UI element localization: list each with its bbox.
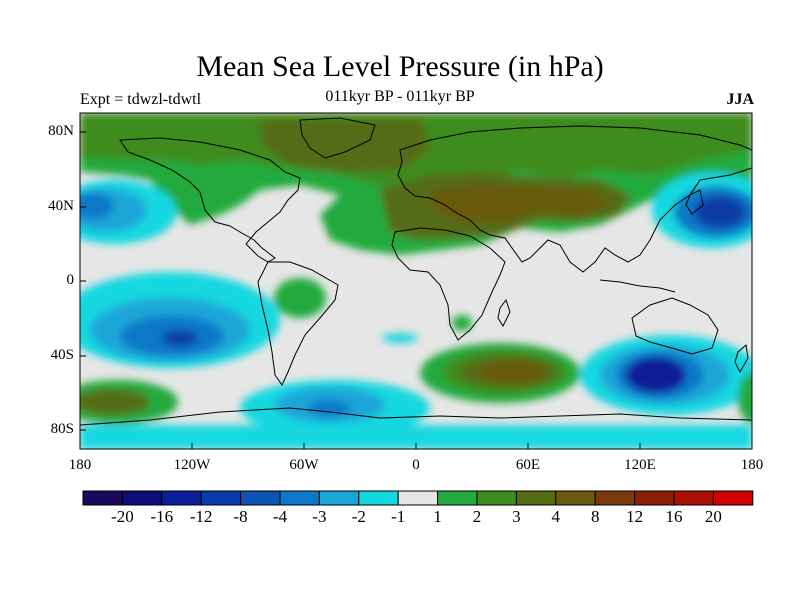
east-edge-high <box>738 373 752 423</box>
anomaly-fill-group <box>80 113 752 449</box>
colorbar-tick-label: 12 <box>626 507 644 526</box>
colorbar-tick-label: -12 <box>189 507 213 526</box>
africa-outline <box>391 227 506 341</box>
lat-tick-label: 40S <box>50 347 74 363</box>
colorbar-swatch <box>437 490 478 506</box>
indonesia-outline <box>599 279 676 293</box>
colorbar-tick-label: -1 <box>391 507 406 526</box>
lon-tick-label: 60E <box>515 457 541 473</box>
colorbar-tick-label: 8 <box>590 507 600 526</box>
lon-tick-label: 180 <box>68 457 92 473</box>
lat-tick-label: 0 <box>66 272 75 288</box>
colorbar-tick-label: 20 <box>704 507 722 526</box>
south-pacific-high-core <box>80 389 150 415</box>
colorbar-swatch <box>161 490 202 506</box>
axis-ticks <box>79 131 753 449</box>
antarctica-outline <box>80 407 752 426</box>
south-pacific-low-core <box>162 330 198 346</box>
lat-tick-label: 40N <box>48 198 74 214</box>
colorbar-swatch <box>82 490 123 506</box>
new-zealand-outline <box>734 344 749 374</box>
colorbar-tick-label: 16 <box>665 507 683 526</box>
colorbar-tick-label: -3 <box>312 507 327 526</box>
southern-africa-high <box>452 315 472 331</box>
colorbar-swatch <box>594 490 636 506</box>
experiment-label: Expt = tdwzl-tdwtl <box>80 91 202 108</box>
north-america-outline <box>119 137 301 263</box>
colorbar-swatch <box>358 490 399 506</box>
coastlines <box>80 117 752 426</box>
north-pacific-low-core <box>80 193 114 219</box>
colorbar-swatch <box>712 490 754 506</box>
colorbar-swatch <box>397 490 439 506</box>
season-label: JJA <box>726 91 754 108</box>
colorbar-swatch <box>318 490 360 506</box>
pressure-field <box>80 113 752 449</box>
colorbar <box>82 490 754 506</box>
south-indian-high-core <box>480 361 544 383</box>
south-america-high <box>274 278 326 318</box>
colorbar-tick-label: -20 <box>111 507 134 526</box>
colorbar-tick-label: -2 <box>351 507 366 526</box>
period-label: 011kyr BP - 011kyr BP <box>325 88 475 105</box>
colorbar-tick-label: 2 <box>472 507 482 526</box>
lon-tick-label: 0 <box>412 457 420 473</box>
colorbar-swatch <box>515 490 557 506</box>
chart-title: Mean Sea Level Pressure (in hPa) <box>196 50 604 83</box>
colorbar-swatch <box>634 490 675 506</box>
colorbar-swatch <box>476 490 517 506</box>
colorbar-swatch <box>240 490 281 506</box>
mid-atlantic-negative <box>382 333 418 343</box>
lon-tick-label: 120W <box>173 457 211 473</box>
colorbar-tick-label: -8 <box>233 507 248 526</box>
lon-tick-label: 120E <box>624 457 656 473</box>
greenland-outline <box>299 117 376 159</box>
colorbar-swatch <box>121 490 163 506</box>
south-indian-low-core <box>626 357 686 393</box>
japan-outline <box>685 189 704 215</box>
colorbar-tick-label: -16 <box>150 507 174 526</box>
colorbar-tick-label: 1 <box>433 507 442 526</box>
greenland-olive-region <box>260 118 430 172</box>
colorbar-tick-label: 4 <box>551 507 561 526</box>
australia-outline <box>631 297 719 355</box>
eurasia-brown-region <box>430 185 610 222</box>
europe-asia-outline <box>397 125 752 273</box>
lat-tick-label: 80N <box>48 123 74 139</box>
colorbar-swatch <box>200 490 242 506</box>
colorbar-swatch <box>279 490 320 506</box>
colorbar-tick-label: -4 <box>272 507 288 526</box>
colorbar-swatch <box>673 490 714 506</box>
lon-tick-label: 60W <box>289 457 319 473</box>
south-america-outline <box>257 261 339 386</box>
madagascar-outline <box>497 298 511 328</box>
west-pacific-low-core <box>694 196 746 228</box>
colorbar-swatch <box>555 490 596 506</box>
lat-tick-label: 80S <box>50 421 74 437</box>
lon-tick-label: 180 <box>740 457 764 473</box>
colorbar-tick-label: 3 <box>512 507 521 526</box>
south-atlantic-low-core <box>308 400 352 416</box>
